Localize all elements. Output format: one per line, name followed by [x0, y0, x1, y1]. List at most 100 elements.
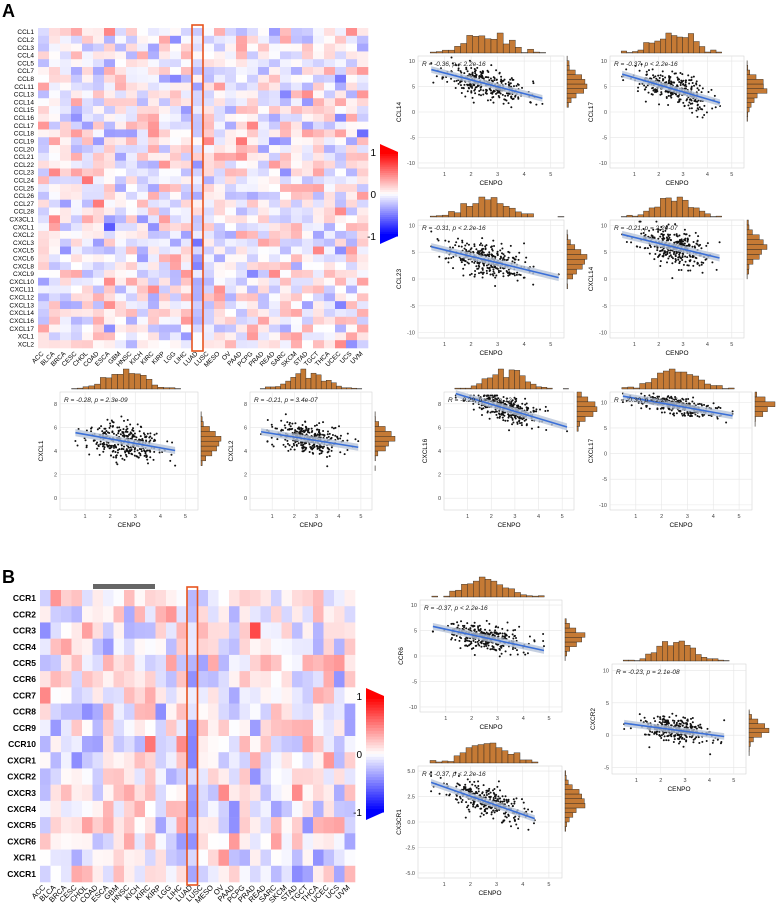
heatmap-cell	[93, 254, 105, 263]
data-point	[146, 458, 149, 461]
heatmap-cell	[181, 59, 193, 68]
heatmap-cell	[313, 768, 324, 785]
heatmap-row-label: CXCL17	[9, 326, 34, 333]
x-marginal-bar	[320, 380, 327, 390]
data-point	[107, 441, 110, 444]
x-tick-label: 1	[271, 514, 274, 520]
data-point	[110, 446, 113, 449]
heatmap-cell	[291, 28, 303, 37]
data-point	[472, 251, 475, 254]
heatmap-cell	[197, 590, 209, 607]
heatmap-cell	[291, 199, 303, 208]
data-point	[654, 253, 657, 256]
heatmap-cell	[49, 137, 61, 146]
heatmap-cell	[155, 703, 167, 721]
heatmap-cell	[113, 606, 125, 623]
data-point	[330, 437, 333, 440]
heatmap-cell	[71, 199, 83, 208]
heatmap-cell	[104, 332, 116, 341]
heatmap-cell	[192, 90, 204, 99]
x-tick-label: 5	[738, 514, 741, 520]
data-point	[117, 443, 120, 446]
data-point	[105, 443, 108, 446]
heatmap-cell	[214, 184, 226, 193]
heatmap-cell	[302, 67, 314, 76]
data-point	[112, 446, 115, 449]
x-marginal-bar	[77, 387, 84, 390]
heatmap-cell	[170, 215, 182, 224]
x-marginal-bar	[472, 36, 480, 54]
data-point	[464, 95, 467, 98]
data-point	[496, 416, 499, 419]
heatmap-cell	[197, 784, 209, 802]
data-point	[474, 269, 477, 272]
heatmap-cell	[258, 137, 270, 146]
data-point	[532, 406, 535, 409]
heatmap-cell	[126, 254, 138, 263]
heatmap-cell	[187, 849, 198, 867]
heatmap-cell	[181, 308, 193, 318]
y-tick-label: -10	[407, 161, 415, 167]
y-marginal-bar	[746, 234, 760, 240]
data-point	[491, 273, 494, 276]
heatmap-cell	[126, 113, 138, 122]
x-marginal-bar	[460, 43, 467, 54]
data-point	[482, 93, 485, 96]
heatmap-cell	[192, 98, 204, 107]
data-point	[272, 445, 275, 448]
heatmap-cell	[134, 736, 146, 753]
heatmap-cell	[82, 207, 94, 216]
heatmap-cell	[302, 293, 314, 302]
heatmap-cell	[302, 215, 314, 224]
y-tick-label: 8	[54, 402, 57, 408]
heatmap-cell	[250, 784, 261, 802]
heatmap-cell	[181, 199, 193, 208]
heatmap-row-label: CCL21	[14, 154, 35, 161]
heatmap-cell	[313, 160, 325, 169]
heatmap-cell	[187, 638, 198, 656]
heatmap-cell	[357, 230, 369, 240]
heatmap-cell	[103, 800, 114, 818]
heatmap-cell	[170, 43, 182, 52]
heatmap-cell	[247, 254, 259, 263]
heatmap-cell	[214, 43, 226, 52]
regression-line	[431, 68, 543, 100]
heatmap-cell	[280, 35, 292, 44]
heatmap-cell	[250, 817, 261, 834]
legend-gradient-step	[366, 794, 384, 798]
data-point	[667, 94, 670, 97]
data-point	[489, 89, 492, 92]
heatmap-cell	[148, 207, 160, 216]
y-marginal-bar	[576, 401, 596, 407]
y-marginal-bar	[746, 116, 748, 122]
heatmap-cell	[291, 184, 303, 193]
x-marginal-bar	[454, 212, 461, 218]
data-point	[484, 245, 487, 248]
data-point	[309, 446, 312, 449]
heatmap-cell	[292, 865, 303, 883]
y-tick-label: -5	[602, 477, 607, 483]
data-point	[454, 244, 457, 247]
heatmap-cell	[291, 35, 303, 44]
data-point	[487, 70, 490, 73]
heatmap-row-label: CCL3	[17, 45, 34, 52]
heatmap-cell	[38, 215, 50, 224]
heatmap-cell	[313, 113, 325, 122]
heatmap-cell	[313, 145, 325, 154]
heatmap-cell	[181, 191, 193, 201]
data-point	[680, 257, 683, 260]
heatmap-cell	[166, 606, 177, 623]
data-point	[671, 262, 674, 265]
heatmap-cell	[225, 113, 237, 122]
legend-gradient-step	[380, 181, 398, 184]
heatmap-cell	[124, 849, 135, 867]
heatmap-cell	[302, 800, 314, 818]
heatmap-cell	[302, 238, 314, 247]
heatmap-cell	[250, 638, 261, 656]
x-tick-label: 4	[159, 514, 162, 520]
heatmap-cell	[280, 160, 292, 169]
heatmap-cell	[239, 687, 251, 704]
heatmap-cell	[334, 687, 345, 704]
x-marginal-bar	[704, 51, 711, 54]
